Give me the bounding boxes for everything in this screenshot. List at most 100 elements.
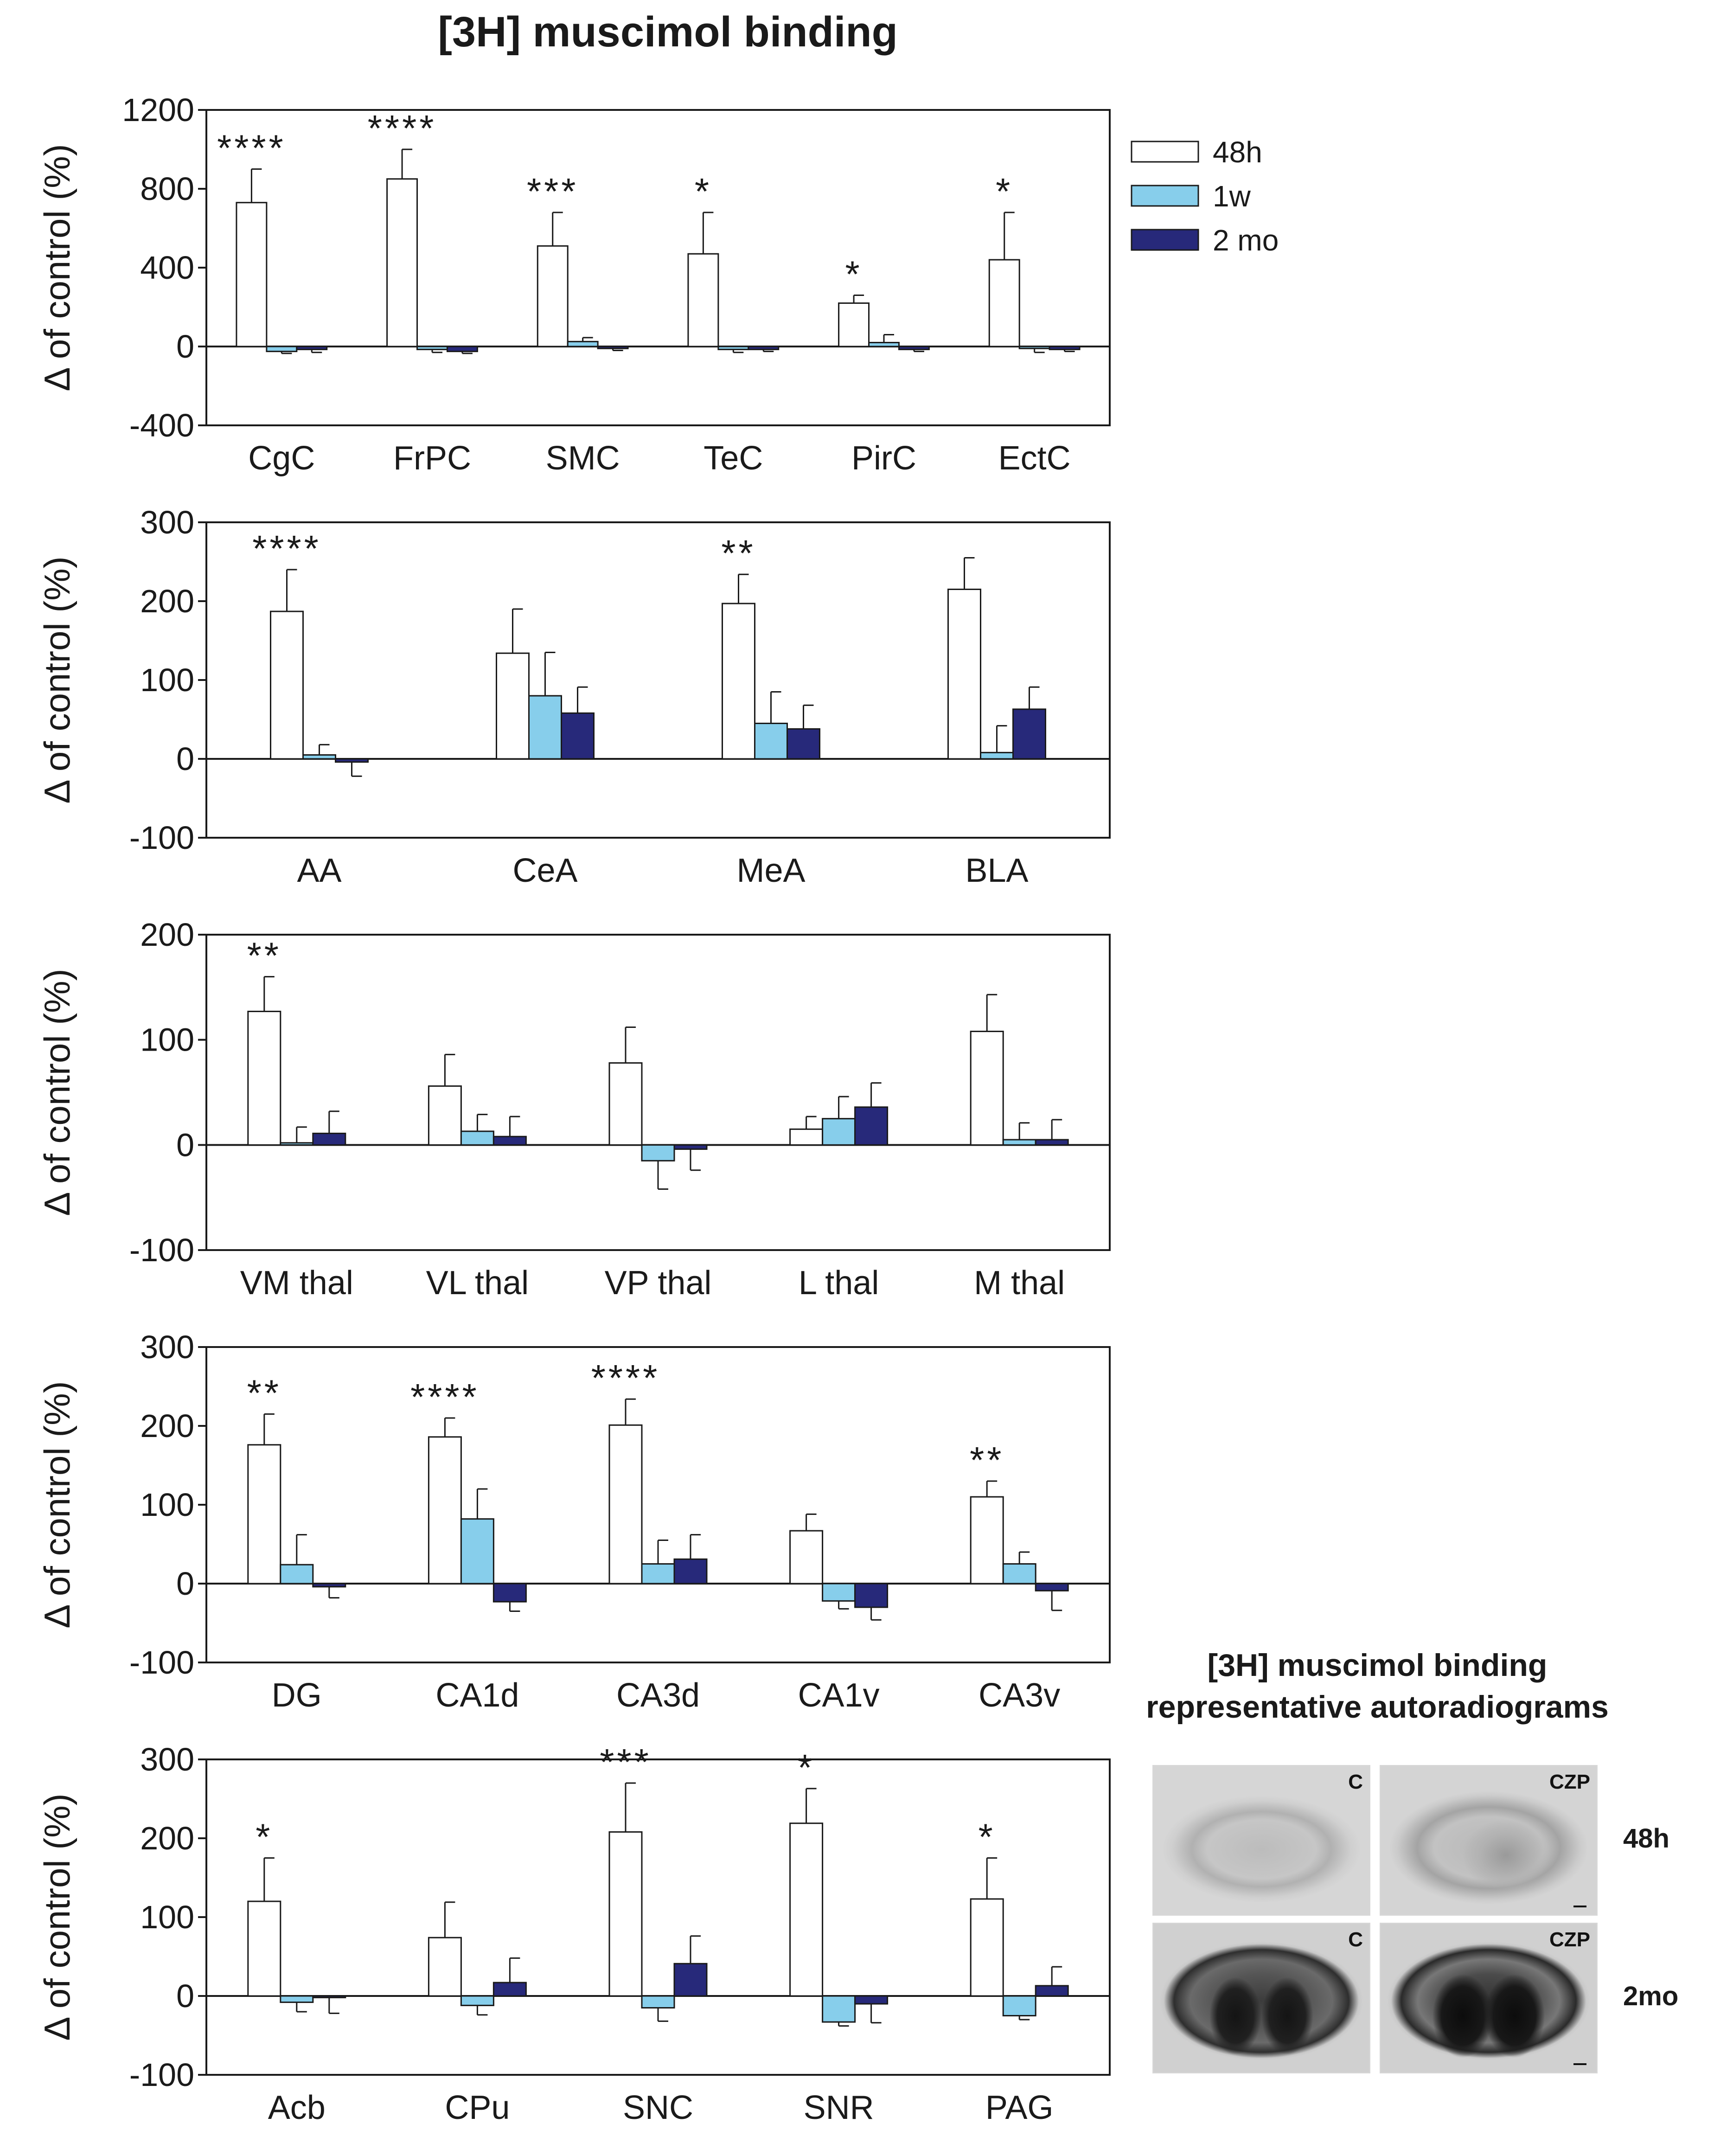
- autoradiogram-2mo-czp: CZP: [1380, 1923, 1598, 2073]
- y-tick-label: 0: [176, 1566, 194, 1602]
- bar-2mo: [673, 1558, 708, 1585]
- chart-panel: -100 0 100 200 300 Δ of control (%) **** AA CeA *…: [37, 504, 1111, 889]
- bar-2mo: [898, 346, 930, 350]
- figure-title: [3H] muscimol binding: [438, 8, 898, 56]
- y-tick-label: 1200: [122, 92, 194, 128]
- significance-stars: ****: [217, 128, 286, 169]
- y-tick-label: 200: [140, 917, 194, 953]
- y-tick-label: 0: [176, 1127, 194, 1163]
- bar-2mo: [787, 728, 820, 760]
- autoradiogram-label: CZP: [1549, 1928, 1590, 1951]
- category-label: PirC: [851, 440, 916, 477]
- bar-48h: [386, 178, 418, 347]
- significance-stars: *: [798, 1747, 815, 1788]
- bar-48h: [428, 1085, 462, 1146]
- bar-48h: [608, 1062, 643, 1146]
- bar-1w: [717, 346, 749, 350]
- legend-swatch-1w: [1131, 185, 1199, 207]
- bar-48h: [428, 1436, 462, 1585]
- y-tick-label: 300: [140, 1329, 194, 1365]
- y-tick-label: 300: [140, 504, 194, 540]
- bar-1w: [460, 1130, 494, 1146]
- bar-1w: [641, 1563, 675, 1585]
- y-axis-label: Δ of control (%): [37, 556, 77, 803]
- y-tick-label: -400: [129, 407, 194, 443]
- significance-stars: ***: [527, 171, 578, 212]
- bar-48h: [947, 589, 981, 760]
- bar-2mo: [1035, 1139, 1069, 1146]
- legend-swatch-2mo: [1131, 229, 1199, 251]
- bar-1w: [280, 1142, 314, 1146]
- plot-frame: [205, 934, 1111, 1251]
- bar-2mo: [446, 346, 478, 353]
- category-label: CeA: [512, 852, 577, 889]
- bar-2mo: [597, 346, 629, 349]
- bar-48h: [608, 1831, 643, 1997]
- bar-1w: [868, 342, 900, 347]
- chart-panel: -100 0 100 200 300 Δ of control (%) ** DG **** CA…: [37, 1329, 1111, 1714]
- bar-1w: [822, 1583, 856, 1602]
- category-label: Acb: [268, 2089, 326, 2126]
- significance-stars: **: [721, 533, 755, 574]
- bar-2mo: [492, 1583, 527, 1603]
- bar-48h: [247, 1444, 281, 1585]
- significance-stars: ****: [252, 528, 321, 569]
- y-tick-label: 200: [140, 1408, 194, 1444]
- bar-2mo: [561, 712, 595, 760]
- legend-label-2mo: 2 mo: [1213, 224, 1279, 257]
- bar-1w: [754, 723, 788, 760]
- y-axis-label: Δ of control (%): [37, 1793, 77, 2040]
- autoradiogram-label: CZP: [1549, 1771, 1590, 1793]
- category-label: CA3v: [979, 1677, 1060, 1714]
- autoradiogram-row-label-2mo: 2mo: [1623, 1981, 1679, 2011]
- y-tick-label: -100: [129, 820, 194, 856]
- y-tick-label: 100: [140, 1022, 194, 1058]
- category-label: BLA: [965, 852, 1028, 889]
- scale-bar: [1573, 2063, 1586, 2065]
- bar-1w: [528, 695, 562, 760]
- bar-1w: [266, 346, 298, 353]
- bar-1w: [280, 1564, 314, 1585]
- significance-stars: **: [247, 935, 281, 976]
- bar-48h: [789, 1530, 824, 1585]
- significance-stars: ****: [591, 1357, 660, 1399]
- bar-48h: [537, 245, 569, 347]
- y-tick-label: 100: [140, 1487, 194, 1523]
- bar-2mo: [1049, 346, 1081, 350]
- autoradiogram-48h-control: C: [1152, 1765, 1370, 1916]
- bar-48h: [428, 1937, 462, 1997]
- y-tick-label: 200: [140, 1820, 194, 1856]
- category-label: EctC: [998, 440, 1071, 477]
- y-tick-label: 100: [140, 1899, 194, 1935]
- category-label: CA1d: [435, 1677, 519, 1714]
- bar-48h: [970, 1031, 1004, 1146]
- bar-2mo: [854, 1995, 889, 2005]
- bar-2mo: [673, 1963, 708, 1997]
- category-label: L thal: [799, 1264, 879, 1302]
- autoradiogram-48h-czp: CZP: [1380, 1765, 1598, 1916]
- bar-1w: [1018, 346, 1050, 349]
- y-axis-label: Δ of control (%): [37, 1381, 77, 1628]
- y-tick-label: 200: [140, 583, 194, 619]
- bar-2mo: [492, 1982, 527, 1997]
- category-label: CA3d: [616, 1677, 700, 1714]
- category-label: VL thal: [426, 1264, 529, 1302]
- bar-48h: [496, 652, 530, 760]
- bar-2mo: [854, 1583, 889, 1608]
- bar-48h: [722, 603, 755, 760]
- significance-stars: *: [695, 171, 712, 212]
- bar-48h: [789, 1822, 824, 1997]
- bar-48h: [970, 1898, 1004, 1997]
- y-axis-label: Δ of control (%): [37, 969, 77, 1216]
- bar-48h: [838, 302, 870, 347]
- category-label: VP thal: [605, 1264, 712, 1302]
- bar-48h: [247, 1010, 281, 1146]
- significance-stars: ****: [410, 1376, 480, 1418]
- bar-1w: [641, 1995, 675, 2008]
- bar-1w: [280, 1995, 314, 2003]
- bar-2mo: [335, 758, 369, 763]
- category-label: SNC: [623, 2089, 693, 2126]
- y-tick-label: 400: [140, 250, 194, 286]
